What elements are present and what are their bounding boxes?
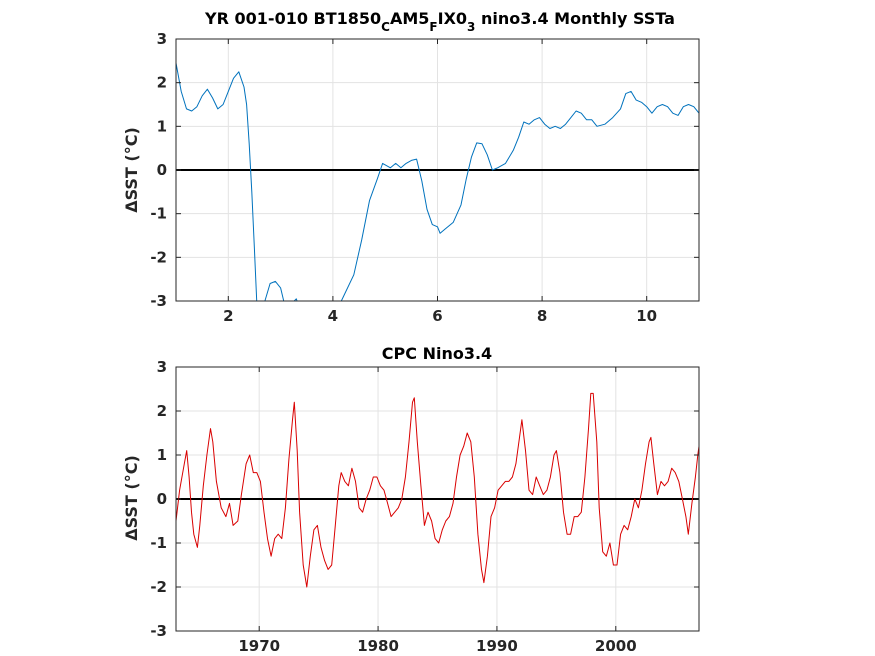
model-x-tick-label: 10 <box>636 307 657 325</box>
model-x-tick-label: 2 <box>223 307 233 325</box>
model-title-part: IX0 <box>438 9 467 28</box>
model-y-tick-label: 2 <box>157 74 167 92</box>
model-ticks: 2 4 6 8 10 -3 -2 -1 0 1 2 3 <box>150 30 699 325</box>
model-sst-panel: YR 001-010 BT1850CAM5FIX03 nino3.4 Month… <box>122 9 700 325</box>
model-y-tick-label: 3 <box>157 30 167 48</box>
model-title-part: 3 <box>467 20 475 34</box>
model-title-part: YR 001-010 BT1850 <box>204 9 381 28</box>
model-chart-title: YR 001-010 BT1850CAM5FIX03 nino3.4 Month… <box>204 9 675 34</box>
model-x-tick-label: 6 <box>432 307 442 325</box>
model-title-part: F <box>429 20 437 34</box>
model-y-tick-label: -1 <box>150 205 167 223</box>
cpc-y-tick-label: -1 <box>150 534 167 552</box>
cpc-x-tick-label: 1990 <box>476 637 518 655</box>
cpc-series-line <box>176 392 699 588</box>
cpc-y-tick-label: 3 <box>157 358 167 376</box>
cpc-x-tick-label: 2000 <box>595 637 637 655</box>
cpc-x-tick-label: 1980 <box>357 637 399 655</box>
model-title-part: C <box>381 20 390 34</box>
cpc-y-tick-label: 1 <box>157 446 167 464</box>
model-series <box>176 62 699 301</box>
model-x-tick-label: 4 <box>328 307 338 325</box>
model-y-tick-label: 1 <box>157 117 167 135</box>
cpc-y-tick-label: 0 <box>157 490 167 508</box>
cpc-y-tick-label: -2 <box>150 578 167 596</box>
model-series-line <box>176 62 699 301</box>
cpc-y-axis-label: ΔSST (°C) <box>122 455 141 541</box>
cpc-series <box>176 392 699 588</box>
model-title-part: nino3.4 Monthly SSTa <box>475 9 675 28</box>
model-y-tick-label: 0 <box>157 161 167 179</box>
cpc-x-tick-label: 1970 <box>238 637 280 655</box>
model-title-part: AM5 <box>390 9 429 28</box>
model-y-tick-label: -2 <box>150 248 167 266</box>
cpc-y-tick-label: -3 <box>150 622 167 640</box>
cpc-ticks: 1970 1980 1990 2000 -3 -2 -1 0 1 2 3 <box>150 358 699 655</box>
cpc-nino34-panel: CPC Nino3.4 ΔSST (°C) 1970 1980 1990 2000 -3… <box>122 344 700 655</box>
cpc-chart-title: CPC Nino3.4 <box>382 344 492 363</box>
model-y-tick-label: -3 <box>150 292 167 310</box>
model-y-axis-label: ΔSST (°C) <box>122 127 141 213</box>
model-x-tick-label: 8 <box>537 307 547 325</box>
cpc-y-tick-label: 2 <box>157 402 167 420</box>
